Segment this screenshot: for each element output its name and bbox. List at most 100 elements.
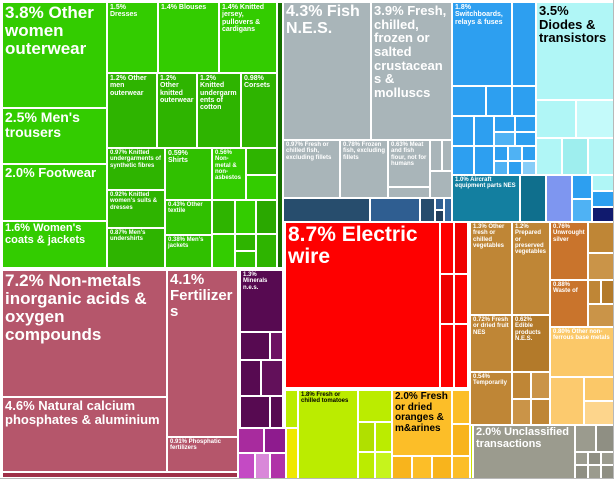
treemap-cell-other-women-outerwear[interactable]: 3.8% Other women outerwear — [2, 2, 107, 108]
treemap-cell-brown-filler-5[interactable] — [588, 304, 613, 327]
treemap-cell-brown-filler-2[interactable] — [588, 253, 613, 280]
treemap-cell-temporarily[interactable]: 0.54% Temporarily — [470, 372, 512, 425]
treemap-cell-blue-filler-12[interactable] — [494, 146, 508, 161]
treemap-cell-graybrown-filler-3[interactable] — [575, 452, 588, 465]
treemap-cell-gray-filler-4[interactable] — [388, 187, 430, 198]
treemap-cell-other-knitted-outerwear[interactable]: 1.2% Other knitted outerwear — [157, 73, 197, 148]
treemap-cell-unclassified-transactions[interactable]: 2.0% Unclassified transactions — [473, 425, 575, 478]
treemap-cell-corsets[interactable]: 0.98% Corsets — [241, 73, 277, 148]
treemap-cell-electric-wire[interactable]: 8.7% Electric wire — [285, 222, 440, 388]
treemap-cell-phosphatic-fertilizers[interactable]: 0.91% Phosphatic fertilizers — [167, 437, 238, 472]
treemap-cell-purple-filler-5[interactable] — [240, 396, 270, 428]
treemap-cell-non-metal-non-asbestos[interactable]: 0.56% Non-metal & non-asbestos — [212, 148, 246, 200]
treemap-cell-blue-filler-19[interactable] — [572, 199, 592, 222]
treemap-cell-navy-3[interactable] — [420, 198, 435, 222]
treemap-cell-purple-filler-6[interactable] — [270, 396, 283, 428]
treemap-cell-shirts[interactable]: 0.59% Shirts — [165, 148, 212, 200]
treemap-cell-chartreuse-filler-2[interactable] — [358, 422, 375, 452]
treemap-cell-green-filler-6[interactable] — [212, 234, 235, 268]
treemap-cell-chartreuse-filler-1[interactable] — [358, 390, 392, 422]
treemap-cell-graybrown-filler-1[interactable] — [575, 425, 596, 452]
treemap-cell-fresh-dried-fruit-nes[interactable]: 0.72% Fresh or dried fruit NES — [470, 315, 512, 372]
treemap-cell-blue-filler-4[interactable] — [452, 116, 474, 146]
treemap-cell-navy-2[interactable] — [370, 198, 420, 222]
treemap-cell-oranges-mandarines[interactable]: 2.0% Fresh or dried oranges & m&arines — [392, 390, 452, 456]
treemap-cell-blue-filler-18[interactable] — [572, 175, 592, 199]
treemap-cell-other-men-outerwear[interactable]: 1.2% Other men outerwear — [107, 73, 157, 148]
treemap-cell-womens-coats-jackets[interactable]: 1.6% Women's coats & jackets — [2, 221, 107, 268]
treemap-cell-knitted-undergarments-synthetic[interactable]: 0.97% Knitted undergarments of synthetic… — [107, 148, 165, 190]
treemap-cell-green-filler-4[interactable] — [235, 200, 256, 234]
treemap-cell-orange-filler-6[interactable] — [452, 456, 470, 478]
treemap-cell-periwinkle-filler[interactable] — [546, 175, 572, 222]
treemap-cell-red-filler-5[interactable] — [440, 324, 454, 388]
treemap-cell-mens-undershirts[interactable]: 0.87% Men's undershirts — [107, 228, 165, 268]
treemap-cell-brown-filler-7[interactable] — [531, 372, 550, 399]
treemap-cell-blue-filler-7[interactable] — [515, 116, 536, 132]
treemap-cell-brown-filler-9[interactable] — [531, 399, 550, 425]
treemap-cell-blue-filler-9[interactable] — [515, 132, 536, 146]
treemap-cell-natural-calcium-phosphates[interactable]: 4.6% Natural calcium phosphates & alumin… — [2, 397, 167, 472]
treemap-cell-knitted-womens-suits[interactable]: 0.92% Knitted women's suits & dresses — [107, 190, 165, 228]
treemap-cell-prepared-preserved-vegetables[interactable]: 1.2% Prepared or preserved vegetables — [512, 222, 550, 315]
treemap-cell-orange-filler-4[interactable] — [452, 390, 470, 424]
treemap-cell-brown-filler-3[interactable] — [588, 280, 601, 304]
treemap-cell-blue-filler-2[interactable] — [486, 86, 512, 116]
treemap-cell-unwrought-silver[interactable]: 0.76% Unwrought silver — [550, 222, 588, 280]
treemap-cell-gray-filler-1[interactable] — [430, 140, 442, 171]
treemap-cell-purple-filler-4[interactable] — [261, 360, 283, 396]
treemap-cell-dresses[interactable]: 1.5% Dresses — [107, 2, 158, 73]
treemap-cell-blue-filler-13[interactable] — [508, 146, 522, 161]
treemap-cell-maroon-strip[interactable] — [2, 472, 238, 478]
treemap-cell-magenta-filler-2[interactable] — [264, 428, 286, 453]
treemap-cell-graybrown-filler-2[interactable] — [596, 425, 613, 452]
treemap-cell-sliver-yellow-green[interactable] — [470, 425, 473, 478]
treemap-cell-blue-filler-1[interactable] — [452, 86, 486, 116]
treemap-cell-blue-filler-0[interactable] — [512, 2, 536, 86]
treemap-cell-crustaceans-molluscs[interactable]: 3.9% Fresh, chilled, frozen or salted cr… — [371, 2, 452, 140]
treemap-cell-knitted-undergarments-cotton[interactable]: 1.2% Knitted undergarments of cotton — [197, 73, 241, 148]
treemap-cell-blue-filler-15[interactable] — [494, 161, 508, 175]
treemap-cell-purple-filler-2[interactable] — [270, 332, 283, 360]
treemap-cell-golden-filler-2[interactable] — [584, 377, 613, 401]
treemap-cell-other-textile[interactable]: 0.43% Other textile — [165, 200, 212, 235]
treemap-cell-chartreuse-filler-5[interactable] — [375, 452, 392, 478]
treemap-cell-cyan-filler-5[interactable] — [588, 138, 613, 175]
treemap-cell-red-filler-6[interactable] — [454, 324, 468, 388]
treemap-cell-green-filler-8[interactable] — [235, 251, 256, 268]
treemap-cell-brown-filler-6[interactable] — [512, 372, 531, 399]
treemap-cell-blue-filler-14[interactable] — [522, 146, 536, 161]
treemap-cell-green-filler-9[interactable] — [256, 234, 277, 268]
treemap-cell-brown-filler-1[interactable] — [588, 222, 613, 253]
treemap-cell-cyan-filler-6[interactable] — [592, 175, 613, 191]
treemap-cell-red-filler-4[interactable] — [454, 274, 468, 324]
treemap-cell-blue-filler-5[interactable] — [474, 116, 494, 146]
treemap-cell-graybrown-filler-4[interactable] — [588, 452, 601, 465]
treemap-cell-diodes-transistors[interactable]: 3.5% Diodes & transistors — [536, 2, 613, 100]
treemap-cell-fresh-chilled-fish[interactable]: 0.97% Fresh or chilled fish, excluding f… — [283, 140, 340, 198]
treemap-cell-purple-filler-1[interactable] — [240, 332, 270, 360]
treemap-cell-graybrown-filler-7[interactable] — [588, 465, 601, 478]
treemap-cell-blouses[interactable]: 1.4% Blouses — [158, 2, 219, 73]
treemap-cell-blue-filler-11[interactable] — [474, 146, 494, 175]
treemap-cell-red-filler-1[interactable] — [440, 222, 454, 274]
treemap-cell-minerals-nes[interactable]: 1.3% Minerals n.e.s. — [240, 270, 283, 332]
treemap-cell-blue-filler-8[interactable] — [494, 132, 515, 146]
treemap-cell-green-filler-3[interactable] — [212, 200, 235, 234]
treemap-cell-green-filler-5[interactable] — [256, 200, 277, 234]
treemap-cell-magenta-filler-5[interactable] — [270, 453, 286, 478]
treemap-cell-mens-trousers[interactable]: 2.5% Men's trousers — [2, 108, 107, 164]
treemap-cell-chartreuse-filler-3[interactable] — [375, 422, 392, 452]
treemap-cell-magenta-filler-3[interactable] — [238, 453, 255, 478]
treemap-cell-yellow-strip[interactable] — [286, 428, 298, 478]
treemap-cell-orange-filler-2[interactable] — [412, 456, 432, 478]
treemap-cell-other-non-ferrous-base-metals[interactable]: 0.80% Other non-ferrous base metals — [550, 327, 613, 377]
treemap-cell-cyan-filler-3[interactable] — [536, 138, 562, 175]
treemap-cell-chartreuse-filler-4[interactable] — [358, 452, 375, 478]
treemap-cell-purple-filler-3[interactable] — [240, 360, 261, 396]
treemap-cell-golden-filler-3[interactable] — [584, 401, 613, 425]
treemap-cell-navy-6[interactable] — [444, 198, 452, 222]
treemap-cell-navy-1[interactable] — [283, 198, 370, 222]
treemap-cell-fish-nes[interactable]: 4.3% Fish N.E.S. — [283, 2, 371, 140]
treemap-cell-blue-filler-16[interactable] — [508, 161, 522, 175]
